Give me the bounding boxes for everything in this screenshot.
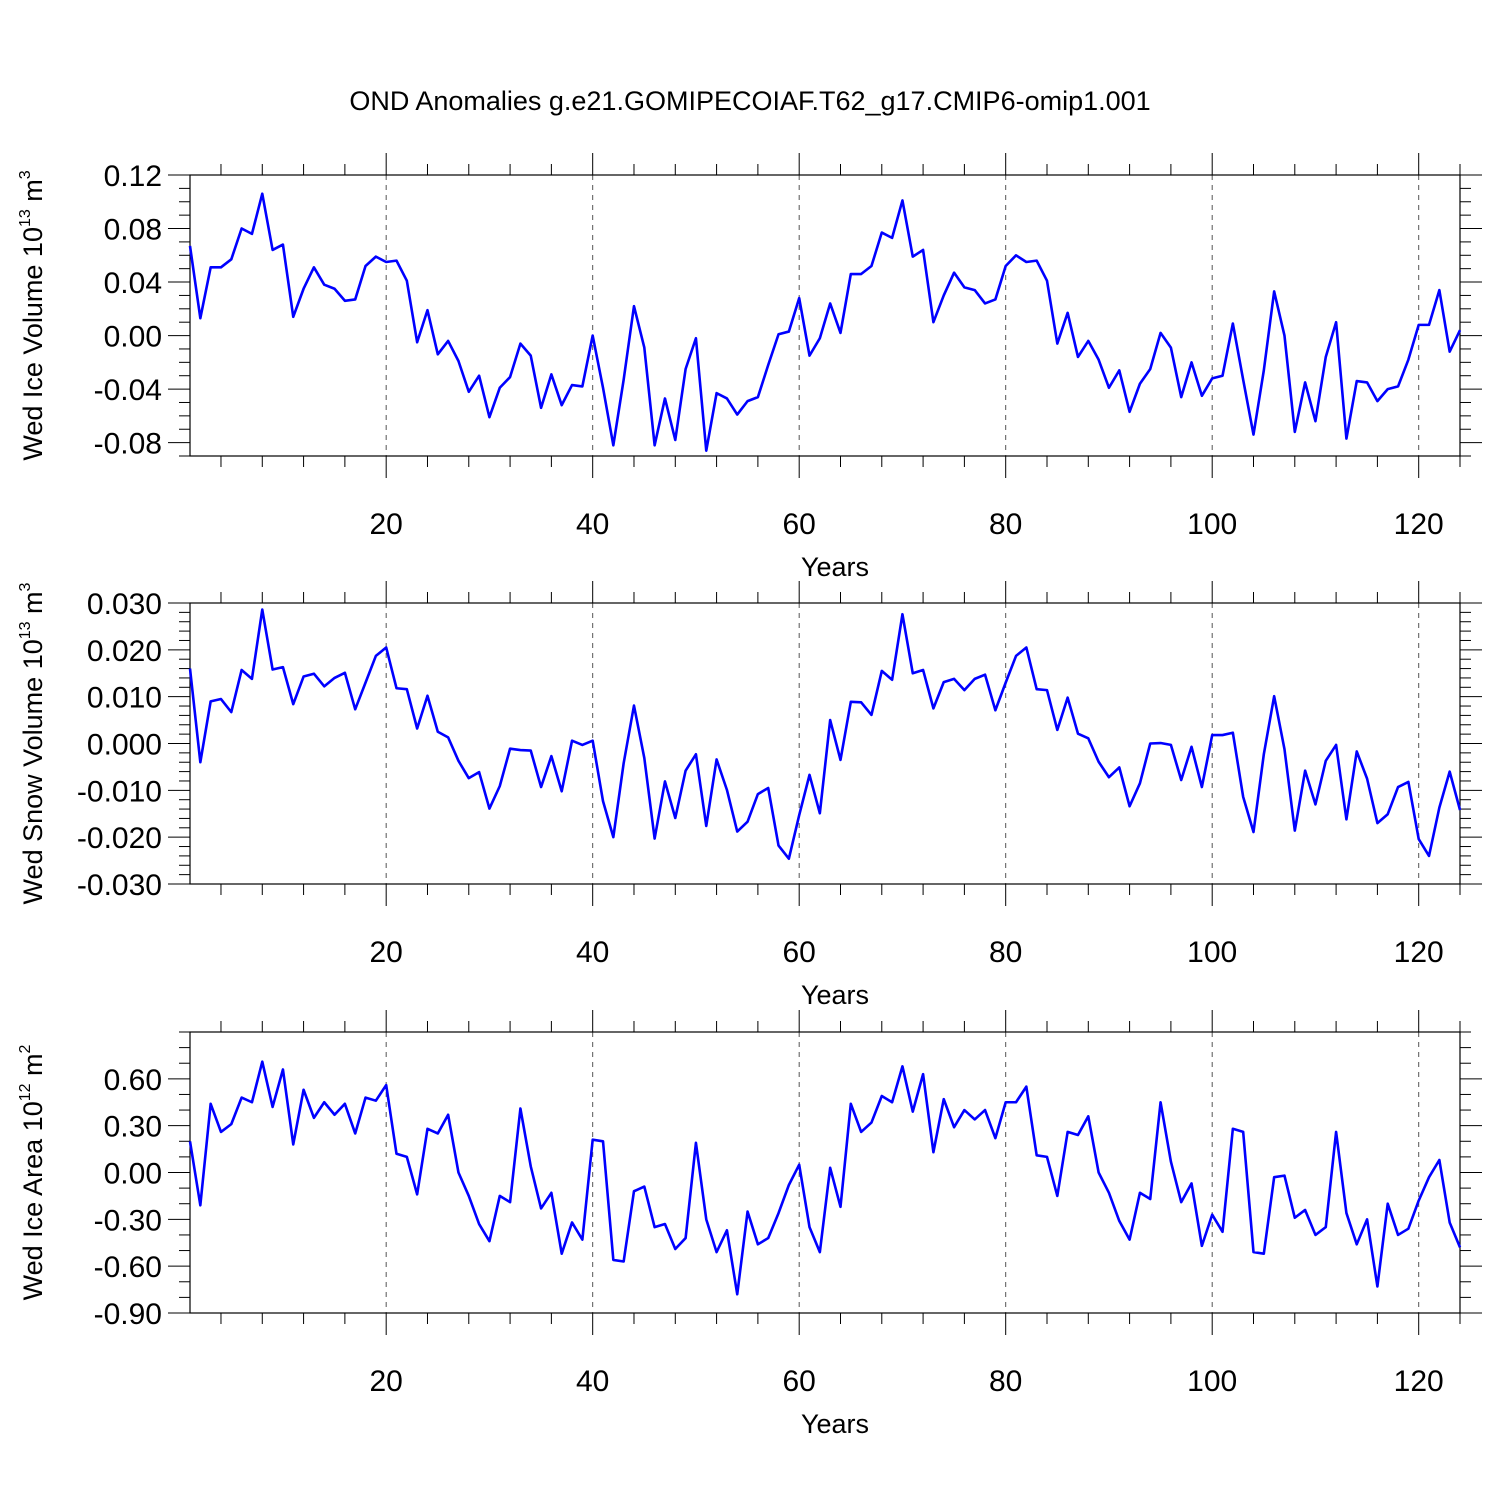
ice-area-y-axis-title-unit-sup: 2 bbox=[17, 1044, 34, 1053]
snow-volume-x-tick-label: 120 bbox=[1394, 936, 1444, 969]
snow-volume-plot-frame bbox=[189, 602, 1461, 885]
ice-area-y-tick-label: 0.30 bbox=[104, 1111, 162, 1144]
chart-title: OND Anomalies g.e21.GOMIPECOIAF.T62_g17.… bbox=[349, 86, 1151, 116]
snow-volume-series-line bbox=[188, 608, 1462, 861]
ice-volume-data-points bbox=[189, 193, 1461, 451]
snow-volume-data-points bbox=[189, 609, 1461, 859]
ice-area-plot-frame bbox=[189, 1031, 1461, 1314]
snow-volume-y-tick-label: -0.030 bbox=[77, 869, 162, 902]
snow-volume-y-tick-label: 0.010 bbox=[87, 682, 162, 715]
ice-area-x-axis-title: Years bbox=[801, 1409, 869, 1439]
ice-volume-y-axis-title-main: Wed Ice Volume 10 bbox=[18, 227, 48, 461]
ice-area-y-axis-title-main: Wed Ice Area 10 bbox=[18, 1101, 48, 1300]
ice-volume-x-tick-label: 20 bbox=[369, 508, 402, 541]
ice-area-x-tick-label: 20 bbox=[369, 1365, 402, 1398]
snow-volume-y-tick-label: 0.020 bbox=[87, 635, 162, 668]
ice-volume-y-tick-label: 0.08 bbox=[104, 214, 162, 247]
snow-volume-x-tick-label: 80 bbox=[989, 936, 1022, 969]
snow-volume-y-axis-title-unit: m bbox=[18, 591, 48, 621]
ice-area-y-axis-title: Wed Ice Area 1012 m2 bbox=[17, 1044, 48, 1300]
panel-ice-area: 20 40 60 80 100 120 -0.90 -0.60 -0.30 0.00 0.30 0.6… bbox=[17, 1010, 1482, 1439]
snow-volume-x-tick-label: 20 bbox=[369, 936, 402, 969]
snow-volume-x-tick-label: 60 bbox=[782, 936, 815, 969]
ice-volume-x-tick-label: 80 bbox=[989, 508, 1022, 541]
snow-volume-y-tick-label: 0.000 bbox=[87, 729, 162, 762]
ice-volume-x-tick-label: 60 bbox=[782, 508, 815, 541]
snow-volume-y-axis-title-main: Wed Snow Volume 10 bbox=[18, 639, 48, 904]
ice-volume-y-axis-title-unit: m bbox=[18, 179, 48, 209]
ice-volume-y-axis-title-sup: 13 bbox=[17, 209, 34, 227]
snow-volume-y-tick-label: 0.030 bbox=[87, 588, 162, 621]
snow-volume-y-tick-label: -0.010 bbox=[77, 775, 162, 808]
ice-volume-y-tick-label: -0.04 bbox=[94, 374, 162, 407]
ice-area-y-tick-label: -0.60 bbox=[94, 1251, 162, 1284]
ice-area-y-axis-title-sup: 12 bbox=[17, 1083, 34, 1101]
ice-volume-plot-frame bbox=[189, 174, 1461, 457]
snow-volume-x-tick-label: 100 bbox=[1187, 936, 1237, 969]
ice-area-y-tick-label: -0.30 bbox=[94, 1204, 162, 1237]
ice-area-series-line bbox=[188, 1060, 1462, 1296]
ice-area-y-tick-label: -0.90 bbox=[94, 1298, 162, 1331]
snow-volume-x-tick-label: 40 bbox=[576, 936, 609, 969]
ice-area-x-tick-label: 40 bbox=[576, 1365, 609, 1398]
ice-volume-y-axis-title: Wed Ice Volume 1013 m3 bbox=[17, 170, 48, 460]
snow-volume-y-axis-title-unit-sup: 3 bbox=[17, 582, 34, 591]
ice-area-y-tick-label: 0.60 bbox=[104, 1064, 162, 1097]
ice-volume-x-tick-label: 100 bbox=[1187, 508, 1237, 541]
snow-volume-y-axis-title-sup: 13 bbox=[17, 621, 34, 639]
ice-area-data-points bbox=[189, 1061, 1461, 1295]
ice-area-y-axis-title-unit: m bbox=[18, 1053, 48, 1083]
ice-volume-y-tick-label: 0.00 bbox=[104, 321, 162, 354]
ice-volume-y-tick-label: 0.04 bbox=[104, 267, 162, 300]
ice-volume-y-axis-title-unit-sup: 3 bbox=[17, 170, 34, 179]
ice-area-x-tick-label: 100 bbox=[1187, 1365, 1237, 1398]
ice-volume-y-tick-label: -0.08 bbox=[94, 428, 162, 461]
ice-volume-series-line bbox=[188, 192, 1462, 452]
panel-ice-volume: 20 40 60 80 100 120 -0.08 -0.04 0.00 0.04 0.08 0.12… bbox=[17, 153, 1482, 582]
ice-volume-y-tick-label: 0.12 bbox=[104, 160, 162, 193]
snow-volume-x-axis-title: Years bbox=[801, 980, 869, 1010]
ice-area-x-tick-label: 120 bbox=[1394, 1365, 1444, 1398]
ice-area-x-tick-label: 60 bbox=[782, 1365, 815, 1398]
ice-volume-x-tick-label: 120 bbox=[1394, 508, 1444, 541]
ice-volume-x-axis-title: Years bbox=[801, 552, 869, 582]
ice-area-x-tick-label: 80 bbox=[989, 1365, 1022, 1398]
snow-volume-y-axis-title: Wed Snow Volume 1013 m3 bbox=[17, 582, 48, 904]
ice-volume-x-tick-label: 40 bbox=[576, 508, 609, 541]
panel-snow-volume: 20 40 60 80 100 120 -0.030 -0.020 -0.010 0.000 0.0… bbox=[17, 581, 1482, 1010]
ice-area-y-tick-label: 0.00 bbox=[104, 1158, 162, 1191]
snow-volume-y-tick-label: -0.020 bbox=[77, 822, 162, 855]
